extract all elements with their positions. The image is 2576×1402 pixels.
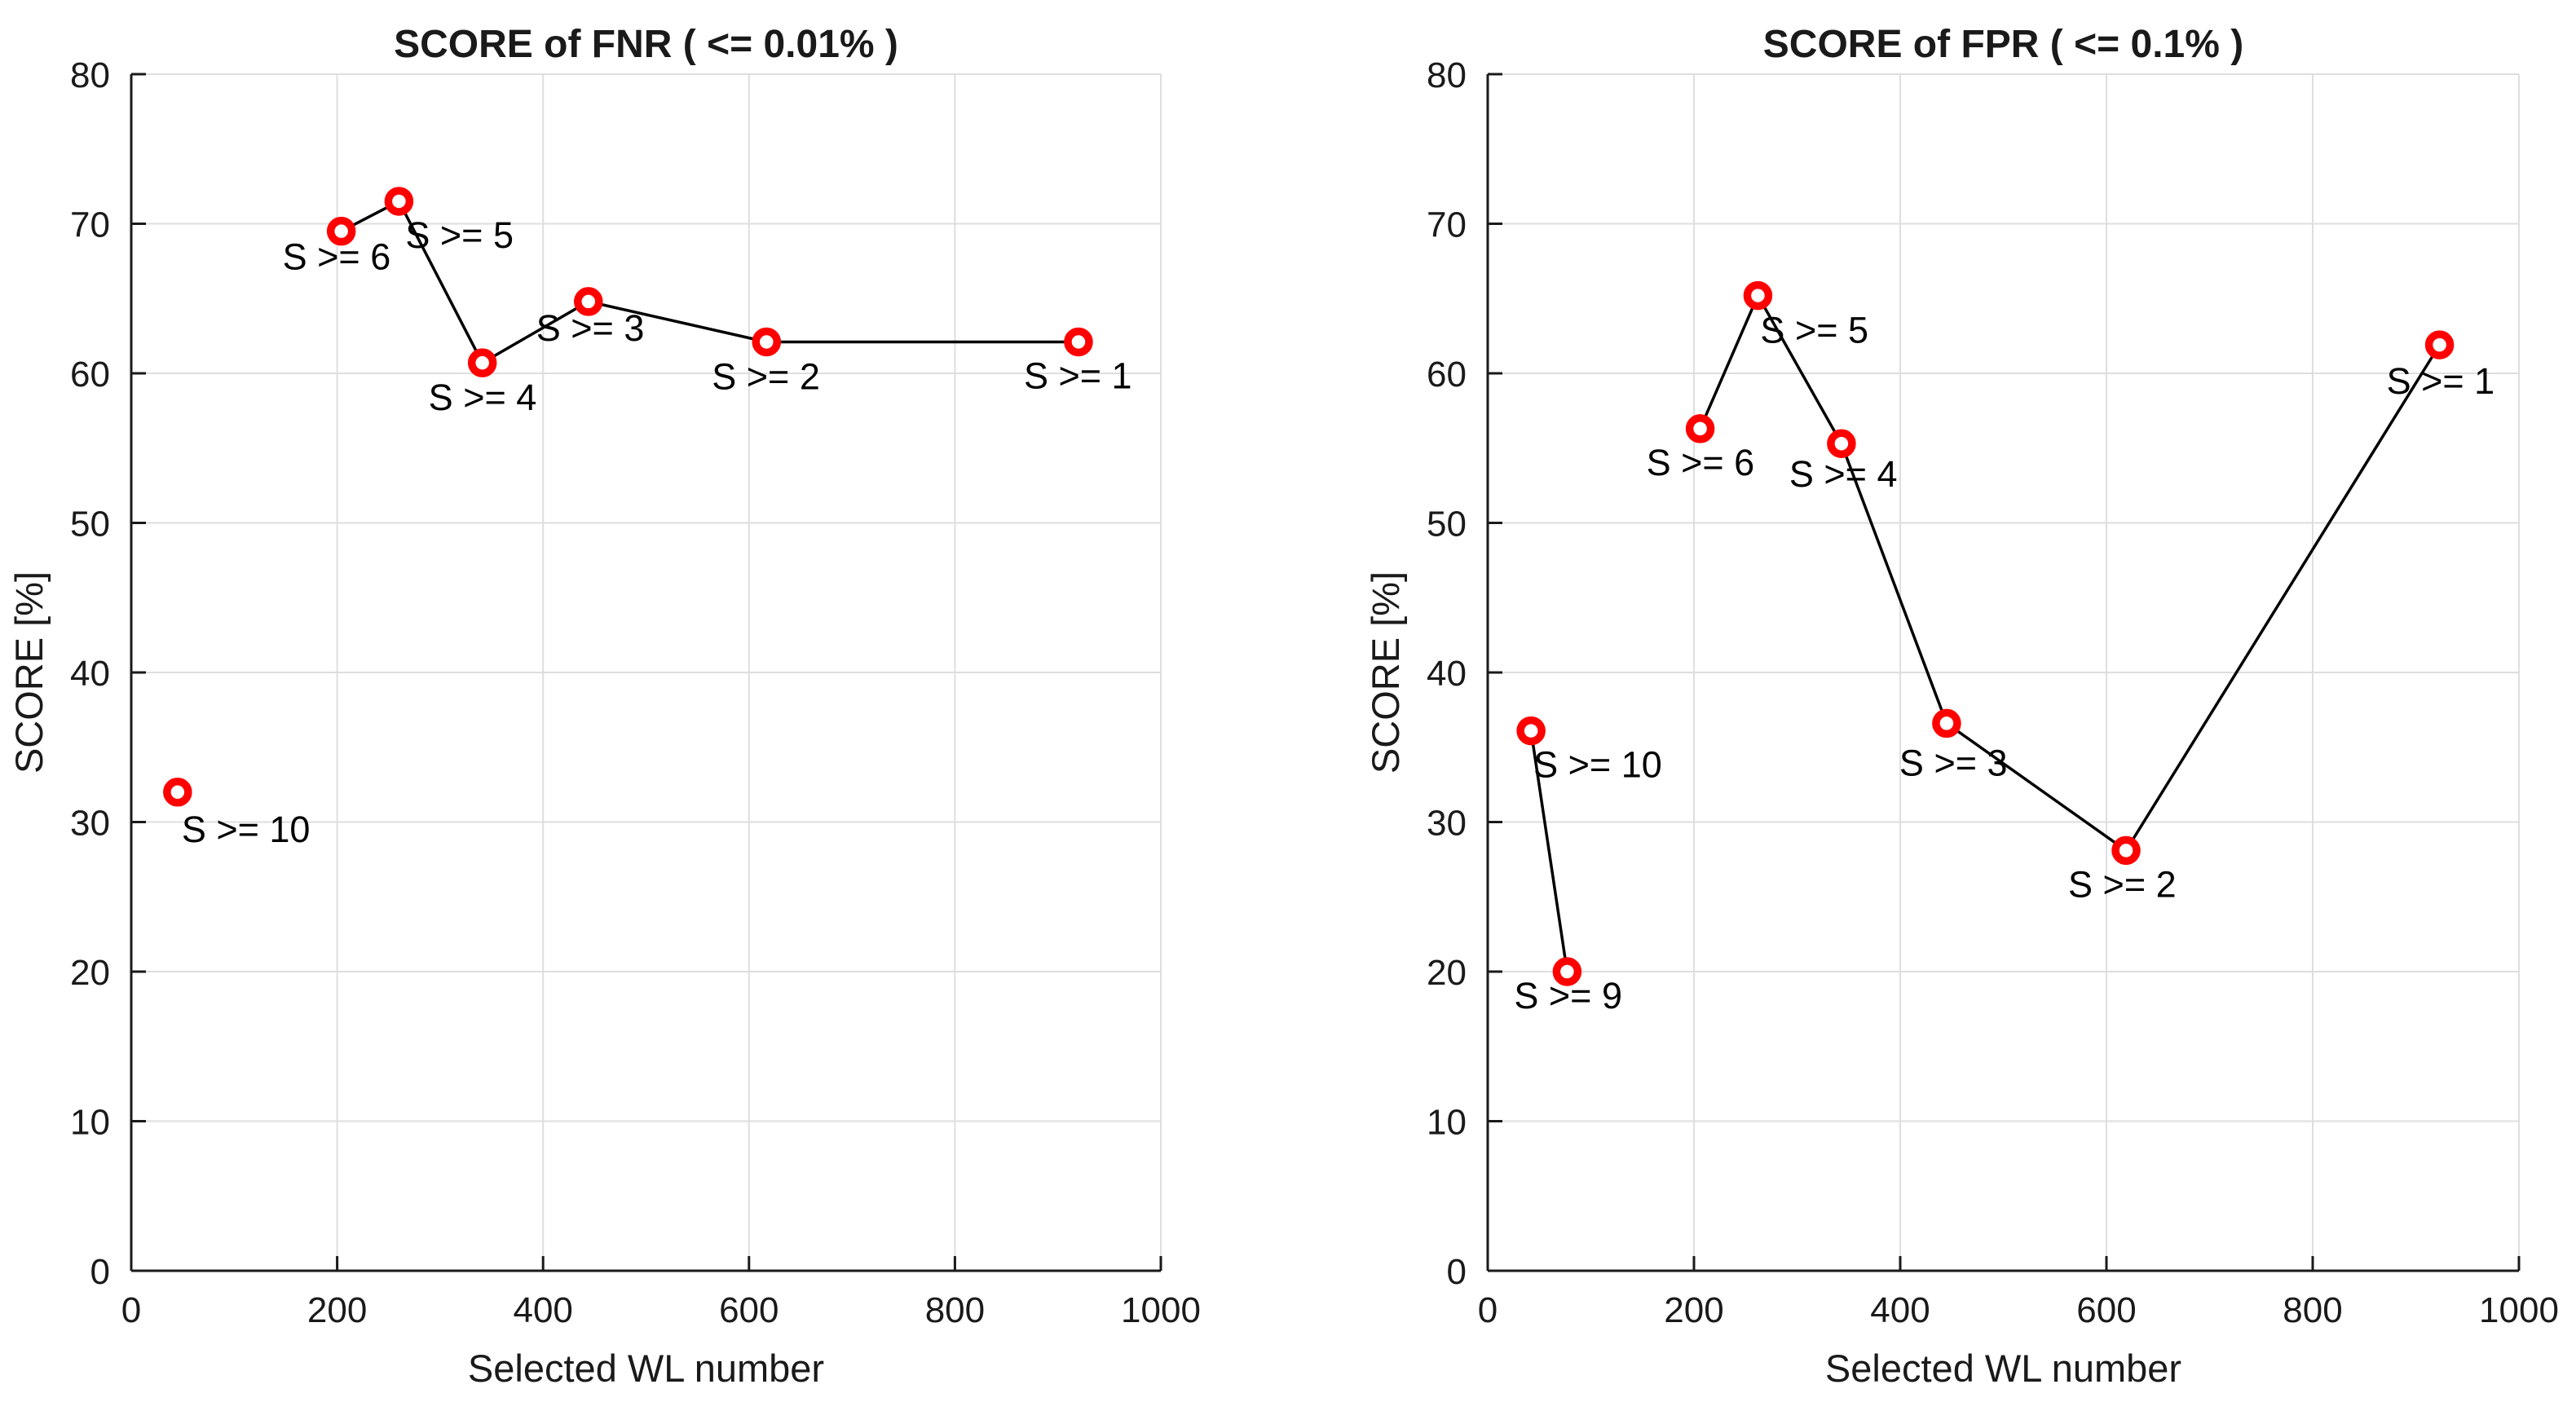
data-point-marker bbox=[326, 216, 356, 246]
x-tick-label: 600 bbox=[2076, 1290, 2136, 1330]
data-point-marker bbox=[2424, 330, 2455, 359]
chart-fnr: 0 200 400 600 800 1000 0 10 20 30 40 50 60 70 80 SCORE … bbox=[7, 23, 1201, 1390]
point-label: S >= 1 bbox=[1024, 355, 1132, 396]
point-label: S >= 2 bbox=[2068, 863, 2177, 905]
y-tick-label: 0 bbox=[90, 1252, 110, 1292]
x-tick-label: 600 bbox=[719, 1290, 779, 1330]
x-axis-label: Selected WL number bbox=[468, 1347, 824, 1390]
point-label: S >= 3 bbox=[1899, 742, 2008, 783]
y-tick-label: 30 bbox=[70, 804, 110, 844]
data-point-marker bbox=[384, 187, 414, 216]
point-label: S >= 6 bbox=[283, 236, 391, 278]
y-tick-label: 20 bbox=[1427, 953, 1467, 993]
data-point-marker bbox=[2111, 835, 2141, 866]
point-label: S >= 10 bbox=[1533, 744, 1662, 786]
y-tick-label: 10 bbox=[1427, 1103, 1467, 1143]
point-label: S >= 6 bbox=[1647, 442, 1755, 483]
y-tick-label: 70 bbox=[70, 205, 110, 245]
y-axis-label: SCORE [%] bbox=[7, 571, 51, 774]
point-label: S >= 10 bbox=[182, 809, 311, 850]
y-tick-label: 20 bbox=[70, 953, 110, 993]
y-tick-label: 10 bbox=[70, 1103, 110, 1143]
point-label: S >= 2 bbox=[712, 355, 820, 397]
y-tick-label: 50 bbox=[1427, 505, 1467, 544]
chart-fpr: 0 200 400 600 800 1000 0 10 20 30 40 50 60 70 80 SCORE … bbox=[1364, 23, 2559, 1390]
x-tick-label: 200 bbox=[1664, 1290, 1723, 1330]
y-tick-label: 60 bbox=[70, 355, 110, 395]
y-tick-label: 30 bbox=[1427, 804, 1467, 844]
y-tick-label: 40 bbox=[1427, 654, 1467, 694]
y-tick-label: 40 bbox=[70, 654, 110, 694]
data-line bbox=[1529, 730, 1569, 972]
x-tick-label: 800 bbox=[2283, 1290, 2342, 1330]
data-point-marker bbox=[752, 327, 782, 357]
x-tick-label: 400 bbox=[1870, 1290, 1930, 1330]
data-line bbox=[1698, 292, 2441, 853]
y-tick-label: 70 bbox=[1427, 205, 1467, 245]
x-tick-label: 0 bbox=[1478, 1290, 1498, 1330]
chart-title: SCORE of FPR ( <= 0.1% ) bbox=[1763, 23, 2243, 66]
data-point-marker bbox=[1743, 280, 1773, 311]
x-axis-label: Selected WL number bbox=[1825, 1347, 2181, 1390]
data-point-marker bbox=[1064, 327, 1093, 357]
y-tick-label: 50 bbox=[70, 505, 110, 544]
data-point-marker bbox=[1552, 957, 1582, 986]
data-point-marker bbox=[574, 287, 603, 316]
data-point-marker bbox=[1685, 414, 1715, 443]
x-tick-label: 1000 bbox=[2479, 1290, 2559, 1330]
data-point-marker bbox=[1932, 708, 1961, 738]
point-label: S >= 3 bbox=[536, 307, 645, 349]
point-label: S >= 1 bbox=[2387, 360, 2495, 402]
y-tick-label: 0 bbox=[1447, 1252, 1467, 1292]
x-tick-label: 1000 bbox=[1121, 1290, 1201, 1330]
data-point-marker bbox=[467, 348, 497, 377]
x-tick-label: 400 bbox=[513, 1290, 572, 1330]
data-point-marker bbox=[1827, 429, 1856, 458]
y-tick-label: 60 bbox=[1427, 355, 1467, 395]
data-point-marker bbox=[1516, 716, 1546, 746]
point-label: S >= 5 bbox=[405, 214, 514, 256]
x-tick-label: 0 bbox=[121, 1290, 141, 1330]
point-label: S >= 9 bbox=[1514, 975, 1622, 1016]
data-point-marker bbox=[163, 778, 192, 807]
y-tick-label: 80 bbox=[70, 55, 110, 95]
x-tick-label: 200 bbox=[307, 1290, 367, 1330]
point-label: S >= 4 bbox=[1789, 453, 1898, 495]
point-label: S >= 4 bbox=[429, 377, 537, 418]
chart-title: SCORE of FNR ( <= 0.01% ) bbox=[394, 23, 898, 66]
y-tick-label: 80 bbox=[1427, 55, 1467, 95]
point-label: S >= 5 bbox=[1760, 310, 1868, 351]
y-axis-label: SCORE [%] bbox=[1364, 571, 1407, 774]
x-tick-label: 800 bbox=[925, 1290, 985, 1330]
